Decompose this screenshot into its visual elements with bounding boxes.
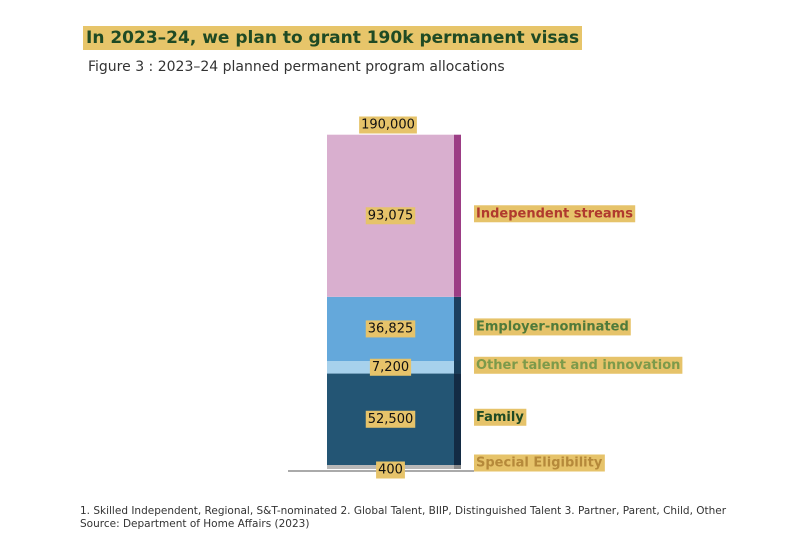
value-label-2: 7,200 [372, 360, 409, 375]
headline: In 2023–24, we plan to grant 190k perman… [83, 26, 583, 50]
footnotes: 1. Skilled Independent, Regional, S&T-no… [80, 505, 726, 531]
value-label-0-highlight [376, 461, 405, 479]
footnote-line: 1. Skilled Independent, Regional, S&T-no… [80, 505, 727, 517]
bar-segment-edge-3 [454, 296, 461, 361]
bar-segment-edge-2 [454, 360, 461, 374]
total-label: 190,000 [361, 118, 415, 133]
bar-segment-edge-0 [454, 465, 461, 469]
legend-label-4-highlight [474, 205, 636, 223]
value-label-3-highlight [365, 320, 416, 338]
source-line: Source: Department of Home Affairs (2023… [80, 518, 310, 530]
value-label-4-highlight [365, 207, 416, 225]
bar-segment-edge-4 [454, 134, 461, 297]
value-label-4: 93,075 [368, 208, 414, 223]
legend-label-1-highlight [474, 408, 527, 426]
legend-label-2: Other talent and innovation [476, 358, 680, 373]
figure-subtitle: Figure 3 : 2023–24 planned permanent pro… [88, 59, 505, 75]
value-label-0: 400 [378, 463, 403, 478]
legend-label-0-highlight [474, 454, 605, 472]
value-label-1-highlight [365, 410, 416, 428]
legend-label-4: Independent streams [476, 206, 633, 221]
value-label-1: 52,500 [368, 412, 414, 427]
value-label-2-highlight [369, 358, 412, 376]
value-label-3: 36,825 [368, 321, 414, 336]
bar-segment-edge-1 [454, 373, 461, 465]
legend-label-3: Employer-nominated [476, 319, 629, 334]
legend-label-0: Special Eligibility [476, 456, 603, 471]
legend-label-1: Family [476, 410, 524, 425]
legend-label-2-highlight [474, 356, 683, 374]
legend-label-3-highlight [474, 318, 631, 336]
total-label-highlight [359, 116, 417, 134]
